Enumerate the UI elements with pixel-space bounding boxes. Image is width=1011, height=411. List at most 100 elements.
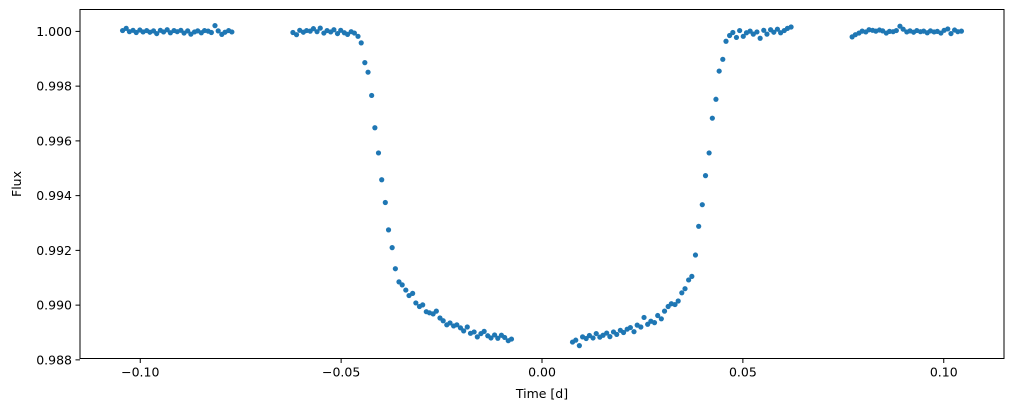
data-point-123 [655, 312, 661, 319]
data-point-92 [491, 332, 498, 338]
data-point-19 [185, 28, 191, 34]
data-point-84 [464, 324, 470, 330]
data-point-41 [317, 25, 323, 31]
data-point-75 [433, 308, 439, 314]
data-point-69 [413, 300, 419, 306]
data-point-87 [474, 334, 480, 340]
data-point-34 [293, 32, 300, 38]
data-point-61 [385, 227, 392, 233]
data-point-115 [627, 324, 633, 331]
data-point-97 [508, 336, 515, 342]
data-point-86 [471, 329, 477, 335]
data-point-141 [716, 68, 722, 74]
data-point-60 [382, 199, 388, 206]
data-point-56 [369, 92, 375, 99]
data-point-39 [310, 26, 317, 32]
data-point-195 [958, 28, 965, 34]
x-axis-ticks: −0.10 −0.05 0.00 0.05 0.10 [121, 358, 958, 380]
data-point-59 [379, 177, 385, 183]
data-point-108 [604, 330, 610, 336]
data-point-28 [215, 28, 221, 34]
scatter-points [119, 23, 965, 349]
data-point-53 [358, 40, 364, 46]
data-point-118 [638, 324, 644, 330]
data-point-129 [675, 298, 681, 304]
x-axis-label: Time [d] [515, 386, 568, 401]
data-point-119 [641, 314, 647, 321]
data-point-152 [754, 29, 760, 35]
data-point-116 [631, 329, 637, 335]
data-point-132 [686, 277, 692, 283]
y-axis-label: Flux [9, 171, 24, 197]
data-point-81 [454, 322, 460, 328]
data-point-140 [713, 96, 719, 102]
data-point-153 [757, 35, 763, 41]
y-tick-label: 1.000 [36, 24, 72, 39]
data-point-137 [702, 173, 709, 179]
x-tick-label: 0.00 [528, 365, 556, 380]
x-tick-label: −0.05 [322, 365, 360, 380]
data-point-125 [661, 308, 668, 314]
data-point-111 [614, 331, 620, 338]
data-point-109 [607, 334, 613, 340]
data-point-135 [696, 223, 702, 229]
y-tick-label: 0.996 [36, 133, 72, 148]
y-axis-ticks: 0.988 0.990 0.992 0.994 0.996 0.998 1.000 [36, 24, 80, 367]
data-point-138 [706, 150, 712, 156]
data-point-49 [344, 31, 351, 38]
y-tick-label: 0.990 [36, 298, 72, 313]
data-point-143 [723, 38, 729, 44]
data-point-113 [620, 329, 627, 336]
data-point-54 [362, 60, 368, 66]
data-point-55 [365, 69, 371, 75]
x-tick-label: 0.10 [930, 365, 958, 380]
data-point-57 [372, 125, 378, 131]
y-tick-label: 0.988 [36, 352, 72, 367]
data-point-95 [502, 334, 508, 341]
data-point-133 [689, 273, 695, 279]
plot-area-frame [79, 9, 1005, 359]
x-tick-label: 0.05 [729, 365, 757, 380]
data-point-99 [573, 337, 579, 343]
data-point-1 [123, 25, 129, 31]
data-point-178 [900, 26, 906, 32]
data-point-10 [154, 30, 160, 37]
data-point-130 [679, 290, 685, 296]
y-tick-label: 0.992 [36, 243, 72, 258]
data-point-142 [720, 56, 726, 62]
data-point-158 [774, 26, 781, 32]
data-point-104 [590, 335, 596, 341]
data-point-139 [709, 115, 715, 121]
x-tick-label: −0.10 [121, 365, 159, 380]
data-point-93 [495, 335, 501, 341]
data-point-66 [403, 287, 409, 293]
data-point-62 [389, 245, 395, 251]
data-point-77 [440, 318, 446, 324]
data-point-63 [392, 266, 398, 272]
data-point-145 [730, 29, 736, 36]
data-point-124 [658, 316, 664, 322]
data-point-26 [208, 29, 214, 36]
data-point-146 [733, 34, 740, 41]
data-point-105 [593, 330, 599, 337]
data-point-157 [771, 29, 777, 35]
data-point-45 [331, 27, 337, 33]
data-point-100 [576, 343, 582, 349]
data-point-136 [699, 202, 705, 208]
data-point-122 [651, 320, 658, 326]
data-point-176 [893, 27, 899, 34]
data-point-68 [410, 290, 416, 296]
data-point-162 [788, 24, 794, 30]
data-point-71 [420, 302, 426, 308]
data-point-128 [672, 301, 678, 308]
data-point-40 [314, 29, 320, 35]
data-point-58 [375, 150, 382, 156]
data-point-147 [737, 27, 743, 34]
data-point-65 [399, 282, 405, 288]
data-point-52 [355, 33, 361, 39]
data-point-51 [351, 30, 357, 36]
y-tick-label: 0.994 [36, 188, 72, 203]
data-point-91 [488, 335, 494, 341]
data-point-134 [692, 252, 699, 258]
